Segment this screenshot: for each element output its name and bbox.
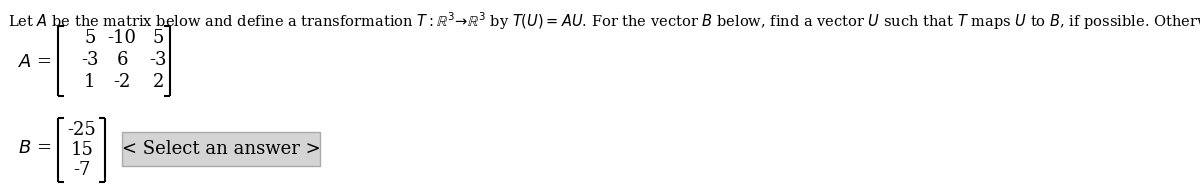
Text: 5: 5 (84, 29, 96, 47)
FancyBboxPatch shape (122, 132, 320, 166)
Text: -3: -3 (82, 51, 98, 69)
Text: $A$ =: $A$ = (18, 53, 52, 71)
Text: -7: -7 (73, 161, 91, 179)
Text: -25: -25 (67, 121, 96, 139)
Text: 15: 15 (71, 141, 94, 159)
Text: 5: 5 (152, 29, 163, 47)
Text: $B$ =: $B$ = (18, 139, 52, 157)
Text: 1: 1 (84, 73, 96, 91)
Text: -10: -10 (108, 29, 137, 47)
Text: < Select an answer >: < Select an answer > (121, 140, 320, 158)
Text: Let $A$ be the matrix below and define a transformation $T:\mathbb{R}^3\!\righta: Let $A$ be the matrix below and define a… (8, 10, 1200, 32)
Text: -3: -3 (149, 51, 167, 69)
Text: 2: 2 (152, 73, 163, 91)
Text: -2: -2 (113, 73, 131, 91)
Text: 6: 6 (116, 51, 127, 69)
